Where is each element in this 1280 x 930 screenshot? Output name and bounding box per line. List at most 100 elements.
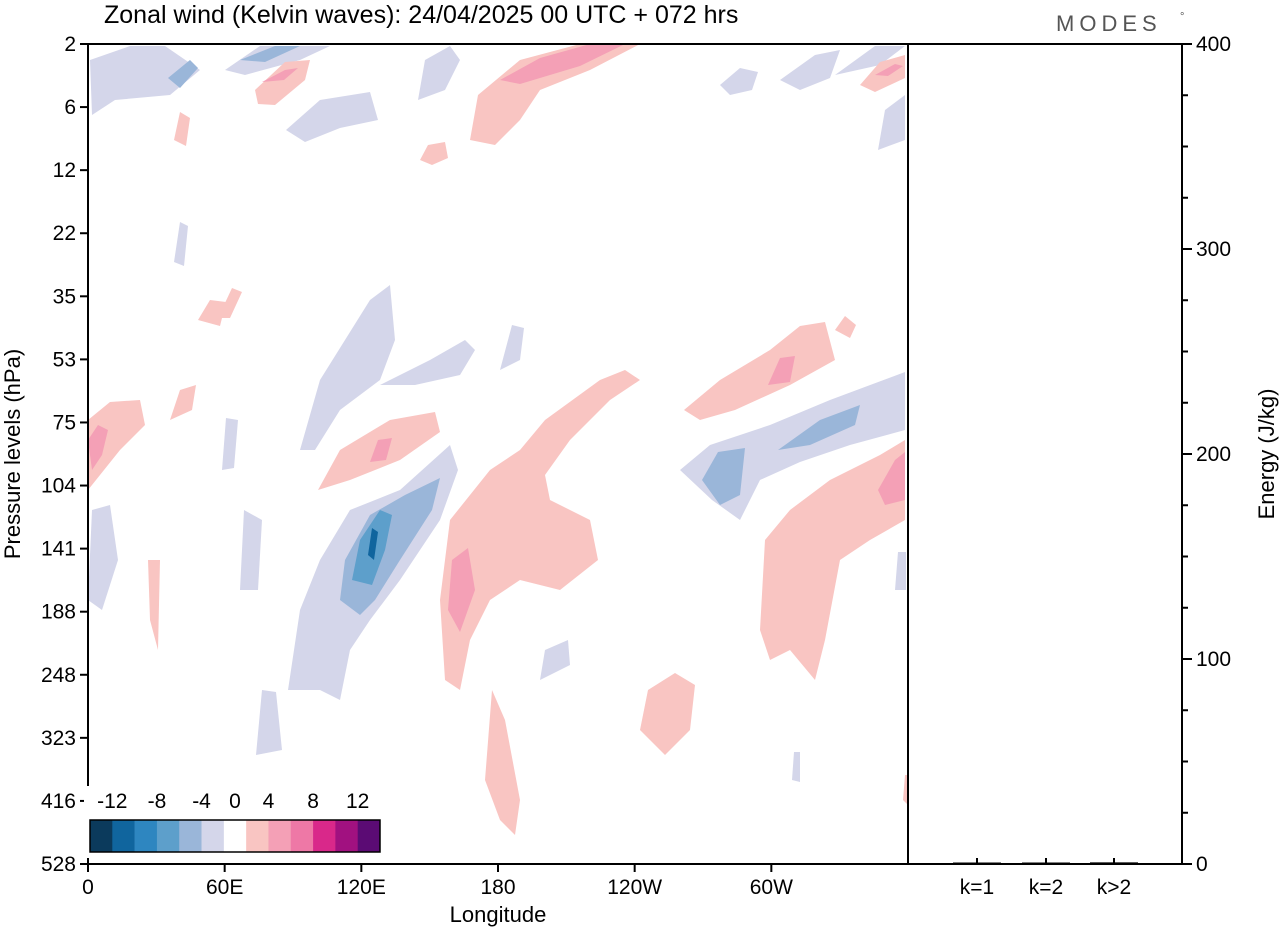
contour-pos-mid-3 xyxy=(170,385,196,420)
colorbar-tick-label: -8 xyxy=(148,790,167,813)
colorbar-tick-label: 0 xyxy=(229,790,241,813)
energy-tick-label: 300 xyxy=(1196,238,1231,261)
y-tick-label: 104 xyxy=(41,475,76,498)
y-tick-label: 248 xyxy=(41,664,76,687)
y-tick-label: 53 xyxy=(53,348,76,371)
y-tick-label: 528 xyxy=(41,853,76,876)
contour-pos-mid-5 xyxy=(835,316,856,338)
x-axis-title: Longitude xyxy=(450,902,547,927)
colorbar-swatch xyxy=(313,820,336,852)
contour-pos-mid-4-inner xyxy=(768,356,795,385)
contour-neg-low-big-peak xyxy=(368,528,378,560)
contour-pos-strat-small xyxy=(420,142,448,165)
heatmap-y-axis: 2 6 12 22 35 53 75 104 141 188 248 323 416 528 xyxy=(41,33,88,876)
contour-pos-left-75 xyxy=(88,400,145,490)
energy-panel: 0 100 200 300 400 k=1 k=2 k>2 xyxy=(907,33,1231,899)
contour-neg-low-right-inner2 xyxy=(778,405,860,450)
y-tick-label: 188 xyxy=(41,601,76,624)
x-tick-label: 0 xyxy=(82,876,94,899)
heatmap-x-axis: 0 60E 120E 180 120W 60W xyxy=(82,864,793,899)
y-tick-label: 75 xyxy=(53,411,76,434)
x-tick-label: 120W xyxy=(607,876,662,899)
y-tick-label: 416 xyxy=(41,790,76,813)
colorbar-swatch xyxy=(179,820,202,852)
contour-pos-low-2 xyxy=(148,560,160,650)
colorbar-swatch xyxy=(357,820,381,852)
contour-neg-strat-7 xyxy=(720,68,758,95)
contour-neg-strat-10 xyxy=(878,95,905,150)
contour-pos-left-75-inner xyxy=(88,425,108,470)
y-axis-title: Pressure levels (hPa) xyxy=(0,349,25,559)
colorbar-swatch xyxy=(246,820,269,852)
contour-pos-low-7 xyxy=(485,690,520,835)
colorbar-swatch xyxy=(112,820,135,852)
contour-neg-strat-4 xyxy=(240,46,300,62)
contour-pos-strat-2-inner xyxy=(875,64,903,76)
x-tick-label: 60E xyxy=(206,876,243,899)
colorbar-tick-label: -4 xyxy=(192,790,211,813)
contour-pos-strat-1 xyxy=(255,60,310,105)
contour-pos-mid-4 xyxy=(684,322,835,420)
x-tick-label: 60W xyxy=(750,876,793,899)
x-tick-label: 120E xyxy=(337,876,386,899)
logo-mark: ° xyxy=(1180,11,1184,23)
contour-neg-strat-8 xyxy=(780,50,840,90)
contour-neg-low-4 xyxy=(222,418,238,470)
contour-neg-low-2 xyxy=(240,510,262,590)
contour-neg-left-1 xyxy=(88,505,118,610)
y-tick-label: 22 xyxy=(53,222,76,245)
colorbar-swatch xyxy=(223,820,247,852)
colorbar-swatch xyxy=(268,820,292,852)
energy-category-label: k=2 xyxy=(1029,876,1063,899)
colorbar-swatch xyxy=(90,820,113,852)
energy-x-axis: k=1 k=2 k>2 xyxy=(960,858,1131,899)
heatmap-plot-area xyxy=(87,43,909,865)
y-tick-label: 2 xyxy=(64,33,76,56)
contour-neg-strat-9 xyxy=(835,46,905,75)
contour-neg-strat-11 xyxy=(174,222,188,266)
energy-axis-title: Energy (J/kg) xyxy=(1254,389,1279,520)
y-tick-label: 12 xyxy=(53,159,76,182)
modes-logo: MODES ° xyxy=(1056,11,1184,36)
contour-pos-mid-1b xyxy=(218,288,242,318)
contour-pos-mid-1 xyxy=(198,300,226,326)
energy-tick-label: 200 xyxy=(1196,443,1231,466)
energy-tick-label: 400 xyxy=(1196,33,1231,56)
energy-category-label: k>2 xyxy=(1097,876,1131,899)
x-tick-label: 180 xyxy=(480,876,515,899)
chart-title: Zonal wind (Kelvin waves): 24/04/2025 00… xyxy=(104,1,738,29)
contour-pos-low-1-inner xyxy=(448,548,475,632)
contour-layer xyxy=(88,44,908,835)
colorbar-legend: -12 -8 -4 0 4 8 12 xyxy=(84,786,386,858)
contour-neg-low-5 xyxy=(540,640,570,680)
colorbar-swatch xyxy=(134,820,158,852)
energy-panel-frame xyxy=(907,43,1183,865)
contour-pos-low-right xyxy=(760,440,905,680)
y-tick-label: 35 xyxy=(53,285,76,308)
contour-neg-strat-5 xyxy=(286,92,378,142)
contour-pos-strat-big-inner xyxy=(500,44,625,84)
logo-text: MODES xyxy=(1056,11,1162,36)
energy-y-axis: 0 100 200 300 400 xyxy=(1182,33,1231,876)
contour-pos-low-right-inner xyxy=(878,452,905,505)
contour-pos-strat-big xyxy=(470,44,640,145)
contour-neg-strat-3 xyxy=(225,46,330,75)
colorbar-swatch xyxy=(201,820,225,852)
contour-neg-low-7 xyxy=(792,752,800,782)
contour-neg-mid-1 xyxy=(300,285,395,450)
contour-pos-low-1 xyxy=(440,370,640,690)
contour-neg-mid-2 xyxy=(380,340,475,385)
contour-neg-strat-2 xyxy=(168,60,198,88)
energy-tick-label: 100 xyxy=(1196,648,1231,671)
colorbar-swatch xyxy=(335,820,358,852)
energy-tick-label: 0 xyxy=(1196,853,1208,876)
colorbar-swatch xyxy=(290,820,314,852)
contour-neg-mid-3 xyxy=(500,325,524,370)
contour-pos-low-8 xyxy=(903,775,908,805)
contour-pos-mid-2-inner xyxy=(370,438,392,462)
colorbar-tick-label: -12 xyxy=(97,790,127,813)
contour-neg-low-right-inner xyxy=(702,448,745,505)
contour-neg-strat-6 xyxy=(418,46,460,100)
contour-neg-low-3 xyxy=(256,690,282,755)
